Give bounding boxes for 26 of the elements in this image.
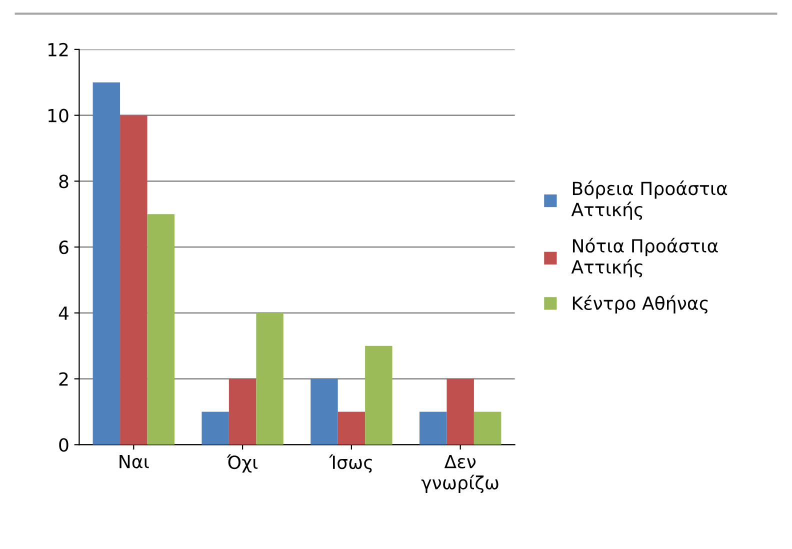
x-tick-label: Ναι bbox=[120, 454, 149, 468]
bar bbox=[120, 115, 148, 445]
bar bbox=[92, 82, 120, 445]
x-tick-label: Ίσως bbox=[329, 454, 372, 473]
bar bbox=[365, 346, 392, 445]
y-tick-label: 4 bbox=[58, 306, 68, 320]
bar bbox=[474, 412, 502, 445]
y-tick-label: 12 bbox=[48, 42, 68, 56]
y-tick-label: 8 bbox=[59, 174, 68, 188]
bar bbox=[446, 378, 474, 445]
y-tick-label: 2 bbox=[59, 372, 68, 386]
x-tick-label: Όχι bbox=[226, 454, 258, 473]
bar bbox=[338, 412, 366, 445]
legend-label: Νότια Προάστια Αττικής bbox=[571, 238, 718, 278]
bar bbox=[228, 378, 256, 445]
bar bbox=[202, 412, 229, 445]
y-tick-label: 0 bbox=[59, 438, 68, 452]
bar bbox=[256, 312, 284, 445]
legend-label: Κέντρο Αθήνας bbox=[572, 295, 708, 314]
bar bbox=[147, 214, 174, 445]
x-tick-label: Δεν γνωρίζω bbox=[421, 454, 498, 494]
legend-label: Βόρεια Προάστια Αττικής bbox=[571, 180, 728, 220]
y-tick-label: 6 bbox=[59, 240, 68, 254]
bar bbox=[420, 412, 447, 445]
y-tick-label: 10 bbox=[48, 108, 68, 122]
bar bbox=[310, 378, 338, 445]
